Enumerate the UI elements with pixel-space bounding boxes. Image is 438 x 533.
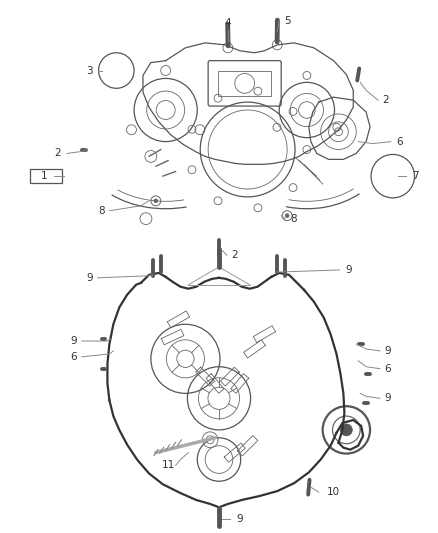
Text: 7: 7 [412,171,419,181]
Text: 8: 8 [98,206,105,216]
Text: 9: 9 [385,346,391,356]
Text: 6: 6 [385,364,391,374]
Text: 2: 2 [54,149,60,158]
Text: 9: 9 [71,336,77,346]
Circle shape [285,214,289,217]
Text: 9: 9 [385,393,391,403]
Text: 8: 8 [291,214,297,224]
Text: 5: 5 [284,16,290,26]
Text: 9: 9 [237,514,243,524]
Text: 6: 6 [396,136,403,147]
Text: 9: 9 [86,273,93,283]
Text: 2: 2 [382,95,389,105]
Text: 2: 2 [232,250,238,260]
Bar [30,169,62,183]
Text: 10: 10 [327,487,340,497]
Text: 11: 11 [162,461,175,471]
Circle shape [340,424,352,436]
Text: 1: 1 [41,171,48,181]
Text: 3: 3 [86,66,93,76]
Text: 9: 9 [345,265,352,275]
Circle shape [154,199,158,203]
Text: 6: 6 [71,352,77,362]
Bar [218,70,271,96]
Text: 4: 4 [225,18,231,28]
